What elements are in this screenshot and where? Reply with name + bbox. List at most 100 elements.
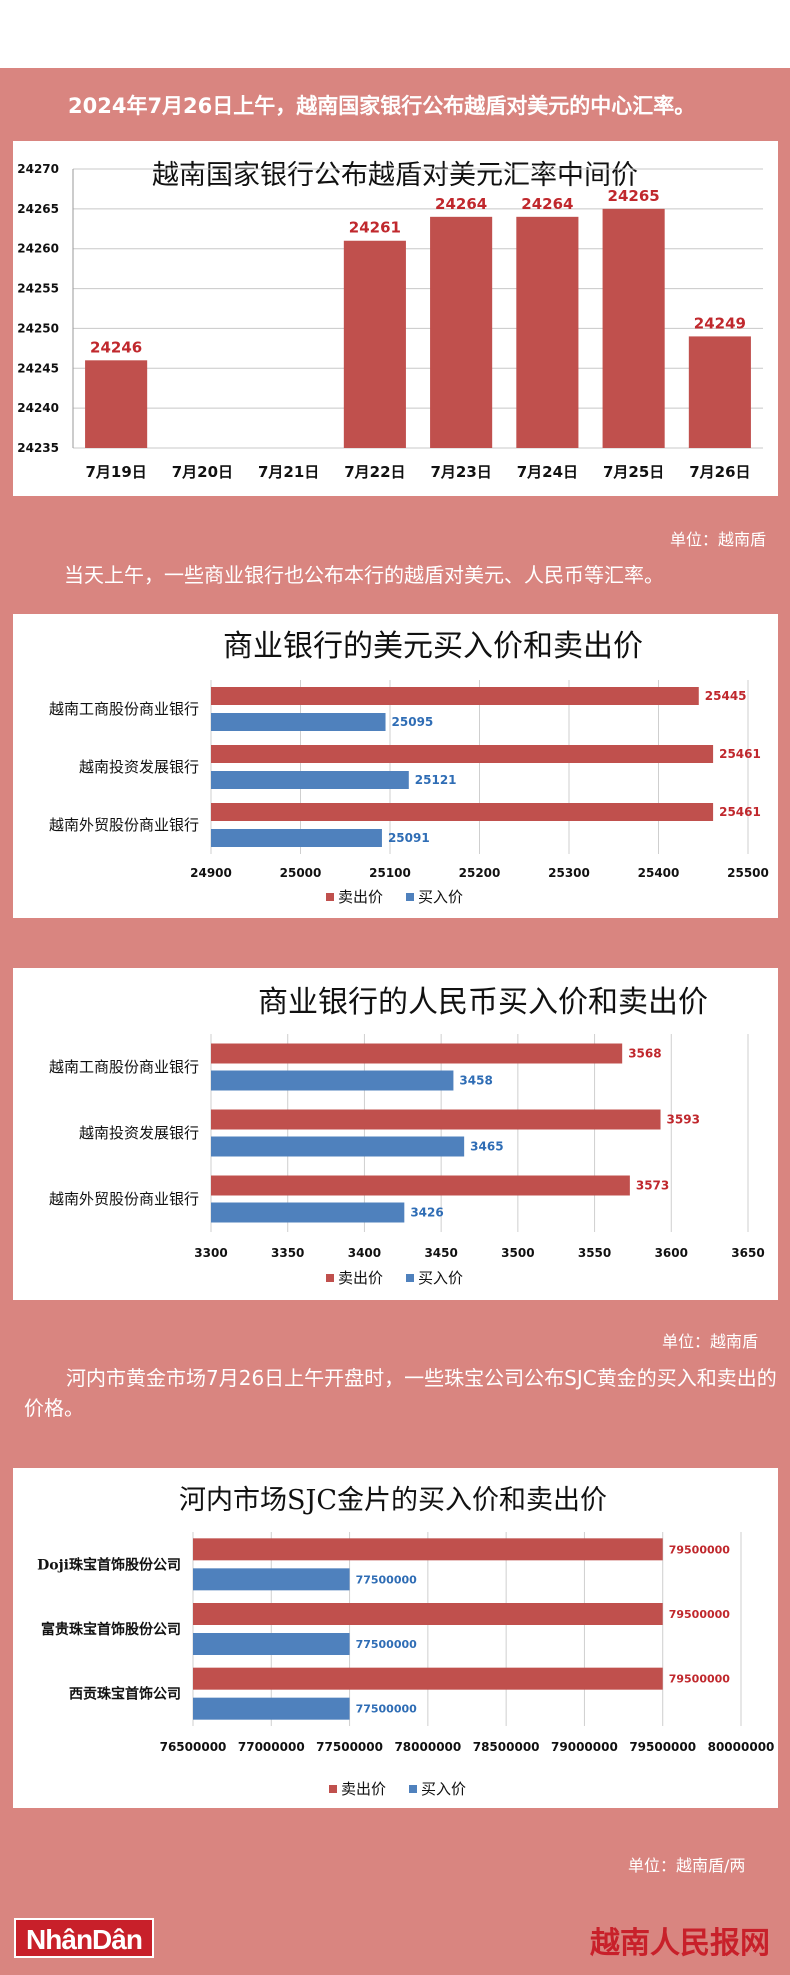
y-tick-label: 24235 <box>17 441 59 455</box>
data-label-buy: 3458 <box>459 1074 492 1088</box>
legend-swatch-buy <box>406 1274 414 1282</box>
data-label: 24265 <box>608 187 660 205</box>
unit-label-3: 单位：越南盾/两 <box>628 1856 746 1875</box>
x-tick-label: 3550 <box>578 1246 611 1260</box>
legend-label-sell: 卖出价 <box>338 888 383 906</box>
data-label: 24264 <box>521 195 573 213</box>
bar-sell <box>193 1538 663 1561</box>
x-tick-label: 78000000 <box>394 1740 461 1754</box>
unit-label-1: 单位：越南盾 <box>670 530 767 549</box>
x-tick-label: 25500 <box>727 866 769 880</box>
data-label-sell: 25461 <box>719 747 761 761</box>
x-tick-label: 3300 <box>194 1246 227 1260</box>
bar-buy <box>211 1136 465 1157</box>
x-tick-label: 7月24日 <box>517 463 578 481</box>
data-label-sell: 3573 <box>636 1179 669 1193</box>
bar-sell <box>193 1603 663 1625</box>
data-label: 24264 <box>435 195 487 213</box>
data-label-buy: 25121 <box>415 773 457 787</box>
bar-buy <box>211 829 382 847</box>
x-tick-label: 3600 <box>655 1246 688 1260</box>
legend-swatch-sell <box>326 1274 334 1282</box>
bar-sell <box>211 1043 623 1064</box>
y-category-label: 越南投资发展银行 <box>79 1124 199 1142</box>
legend-label-sell: 卖出价 <box>341 1780 386 1798</box>
x-tick-label: 7月26日 <box>689 463 750 481</box>
bar-sell <box>211 745 714 763</box>
legend-label-sell: 卖出价 <box>338 1269 383 1287</box>
x-tick-label: 25300 <box>548 866 590 880</box>
legend-label-buy: 买入价 <box>421 1780 466 1798</box>
data-label-sell: 25461 <box>719 805 761 819</box>
x-tick-label: 77500000 <box>316 1740 383 1754</box>
bar-buy <box>211 1070 454 1091</box>
x-tick-label: 25200 <box>459 866 501 880</box>
x-tick-label: 7月20日 <box>172 463 233 481</box>
chart-title: 商业银行的美元买入价和卖出价 <box>223 629 643 664</box>
chart-title: 河内市场SJC金片的买入价和卖出价 <box>179 1485 607 1516</box>
bar <box>602 208 665 448</box>
y-tick-label: 24245 <box>17 361 59 375</box>
chart-central-rate-card: 越南国家银行公布越盾对美元汇率中间价 24235 24240 24245 24250 24… <box>13 141 778 496</box>
x-tick-label: 7月25日 <box>603 463 664 481</box>
y-tick-label: 24265 <box>17 202 59 216</box>
y-tick-label: 24255 <box>17 282 59 296</box>
y-category-label: 富贵珠宝首饰股份公司 <box>41 1621 181 1638</box>
x-tick-label: 3650 <box>731 1246 764 1260</box>
legend-swatch-sell <box>329 1785 337 1793</box>
data-label-buy: 77500000 <box>356 1573 418 1586</box>
x-tick-label: 77000000 <box>238 1740 305 1754</box>
chart-usd: 商业银行的美元买入价和卖出价 24900 25000 25100 25200 25300 2… <box>49 629 769 906</box>
bar-buy <box>193 1568 350 1591</box>
bar-buy <box>211 1202 405 1223</box>
nhandan-logo[interactable]: NhânDân <box>14 1918 154 1958</box>
legend-swatch-buy <box>409 1785 417 1793</box>
chart-gold: 河内市场SJC金片的买入价和卖出价 76500000 77000000 7750000… <box>37 1485 774 1798</box>
x-tick-label: 78500000 <box>473 1740 540 1754</box>
legend-swatch-buy <box>406 893 414 901</box>
bar-buy <box>211 713 386 731</box>
data-label-buy: 77500000 <box>356 1638 418 1651</box>
legend-swatch-sell <box>326 893 334 901</box>
x-tick-label: 3500 <box>501 1246 534 1260</box>
unit-label-2: 单位：越南盾 <box>662 1332 759 1351</box>
data-label-buy: 3426 <box>410 1206 443 1220</box>
chart-title: 越南国家银行公布越盾对美元汇率中间价 <box>152 160 638 191</box>
data-label-sell: 3568 <box>628 1047 661 1061</box>
x-tick-label: 3400 <box>348 1246 381 1260</box>
data-label: 24261 <box>349 219 401 237</box>
data-label-sell: 79500000 <box>669 1673 731 1686</box>
data-label-buy: 77500000 <box>356 1703 418 1716</box>
x-tick-label: 7月22日 <box>344 463 405 481</box>
data-label-buy: 25091 <box>388 831 430 845</box>
y-category-label: 西贡珠宝首饰公司 <box>69 1686 181 1703</box>
chart-cny: 商业银行的人民币买入价和卖出价 3300 3350 3400 3450 3500 3550 3… <box>49 985 765 1287</box>
bar-buy <box>193 1633 350 1655</box>
legend-label-buy: 买入价 <box>418 1269 463 1287</box>
bar <box>343 240 406 448</box>
y-category-label: 越南外贸股份商业银行 <box>49 816 199 834</box>
legend-label-buy: 买入价 <box>418 888 463 906</box>
bar <box>430 216 493 448</box>
x-tick-label: 25000 <box>280 866 322 880</box>
x-tick-label: 7月21日 <box>258 463 319 481</box>
x-tick-label: 24900 <box>190 866 232 880</box>
chart-central-rate: 越南国家银行公布越盾对美元汇率中间价 24235 24240 24245 24250 24… <box>17 160 763 481</box>
bar-sell <box>211 803 714 821</box>
x-tick-label: 3450 <box>424 1246 457 1260</box>
y-tick-label: 24270 <box>17 162 59 176</box>
data-label-sell: 25445 <box>705 689 747 703</box>
bar-sell <box>193 1667 663 1690</box>
y-tick-label: 24240 <box>17 401 59 415</box>
bar-buy <box>193 1697 350 1720</box>
x-tick-label: 3350 <box>271 1246 304 1260</box>
site-logo-text[interactable]: 越南人民报网 <box>590 1926 770 1961</box>
x-tick-label: 7月23日 <box>430 463 491 481</box>
data-label-sell: 3593 <box>667 1113 700 1127</box>
y-category-label: 越南工商股份商业银行 <box>49 700 199 718</box>
data-label: 24249 <box>694 314 746 332</box>
x-tick-label: 79000000 <box>551 1740 618 1754</box>
y-category-label: 越南投资发展银行 <box>79 758 199 776</box>
chart-usd-card: 商业银行的美元买入价和卖出价 24900 25000 25100 25200 25300 2… <box>13 614 778 918</box>
bar-sell <box>211 1175 630 1196</box>
